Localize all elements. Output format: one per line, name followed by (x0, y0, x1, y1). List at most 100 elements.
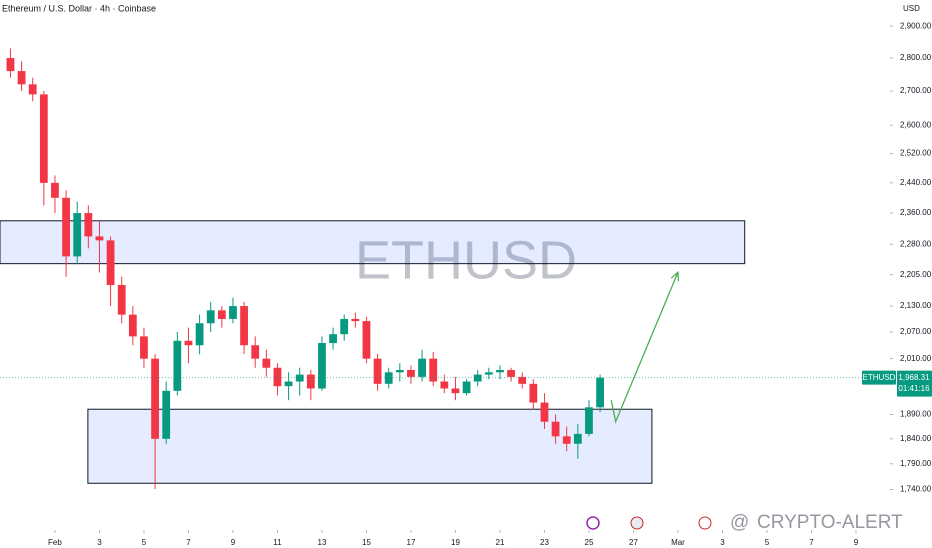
candle-body (529, 383, 538, 403)
x-tick-label: Mar (671, 538, 685, 547)
candle-body (240, 306, 248, 346)
x-tick-label: 25 (585, 538, 594, 547)
symbol-tag (862, 370, 896, 385)
candle-body (140, 336, 148, 359)
candle-body (585, 407, 593, 434)
y-tick-label: 2,280.00 (900, 239, 932, 248)
price-zone (0, 220, 746, 265)
candle-body (206, 310, 215, 324)
candle-body (384, 372, 393, 384)
x-tick-label: 21 (496, 538, 505, 547)
candle-body (251, 345, 260, 359)
y-tick-label: 2,600.00 (900, 120, 932, 129)
candle-body (429, 358, 438, 382)
x-tick-label: 9 (231, 538, 236, 547)
candle-body (451, 388, 460, 394)
candle-body (351, 318, 360, 322)
chart-title: Ethereum / U.S. Dollar · 4h · Coinbase (2, 3, 156, 13)
candle-body (162, 390, 171, 439)
y-tick-label: 2,360.00 (900, 208, 932, 217)
candle-body (95, 236, 104, 241)
candle-body (540, 402, 549, 422)
y-tick-label: 2,010.00 (900, 354, 932, 363)
candle-body (562, 436, 571, 444)
x-tick-label: 23 (540, 538, 549, 547)
y-tick-label: 2,070.00 (900, 327, 932, 336)
x-tick-label: 3 (720, 538, 725, 547)
y-tick-label: 1,740.00 (900, 485, 932, 494)
candle-body (573, 433, 582, 444)
price-tag-label: 1,968.31 (898, 373, 930, 382)
candle-body (229, 306, 237, 319)
currency-label: USD (903, 4, 920, 13)
x-tick-label: 7 (186, 538, 191, 547)
brand-at: @ (730, 512, 749, 533)
candle-body (217, 310, 226, 319)
candle-body (496, 370, 504, 373)
candle-body (28, 84, 37, 95)
candle-body (340, 318, 349, 335)
candle-body (106, 240, 115, 286)
candle-body (462, 381, 471, 394)
x-tick-label: 27 (629, 538, 638, 547)
y-tick-label: 2,130.00 (900, 301, 932, 310)
y-tick-label: 1,890.00 (900, 410, 932, 419)
y-tick-label: 2,700.00 (900, 86, 932, 95)
candle-body (284, 381, 293, 387)
x-tick-label: 5 (142, 538, 147, 547)
candle-body (518, 376, 527, 384)
price-tag (897, 370, 932, 397)
candle-body (395, 370, 404, 373)
candle-body (117, 285, 126, 315)
candle-body (128, 314, 137, 337)
candle-body (273, 367, 282, 387)
x-tick-label: 3 (97, 538, 102, 547)
candle-body (507, 370, 515, 377)
candle-body (39, 94, 48, 183)
event-icons (586, 516, 712, 530)
candle-body (84, 213, 93, 237)
x-tick-label: 9 (854, 538, 859, 547)
candle-body (73, 213, 82, 257)
projection-line (610, 271, 679, 424)
x-tick-label: 5 (765, 538, 770, 547)
x-tick-label: 17 (407, 538, 416, 547)
candle-body (418, 358, 426, 377)
x-tick-label: 19 (451, 538, 460, 547)
x-tick-label: 13 (318, 538, 327, 547)
candle-body (306, 374, 315, 389)
candle-body (596, 377, 604, 408)
x-tick-label: Feb (48, 538, 62, 547)
brand-watermark: CRYPTO-ALERT (757, 512, 903, 533)
y-tick-label: 2,205.00 (900, 270, 932, 279)
candle-body (295, 374, 304, 382)
candle-body (551, 421, 560, 437)
y-tick-label: 1,840.00 (900, 434, 932, 443)
candle-body (440, 381, 449, 389)
watermark: ETHUSD (355, 230, 577, 290)
candle-body (62, 197, 70, 257)
y-tick-label: 2,440.00 (900, 178, 932, 187)
x-tick-label: 7 (809, 538, 814, 547)
y-tick-label: 2,900.00 (900, 21, 932, 30)
y-tick-label: 2,520.00 (900, 149, 932, 158)
candle-body (195, 323, 204, 346)
candle-body (262, 358, 271, 368)
y-tick-label: 1,790.00 (900, 459, 932, 468)
y-tick-label: 2,800.00 (900, 53, 932, 62)
candle-body (329, 334, 337, 344)
candle-body (151, 358, 159, 439)
event-icon (698, 516, 712, 530)
arrow-head (670, 270, 680, 282)
candle-body (362, 321, 371, 359)
price-zone (87, 408, 653, 484)
countdown-label: 01:41:16 (898, 384, 930, 393)
candle-body (373, 358, 382, 384)
event-icon (630, 516, 644, 530)
candle-body (17, 71, 26, 85)
x-tick-label: 15 (362, 538, 371, 547)
candle-body (51, 182, 59, 198)
x-tick-label: 11 (273, 538, 282, 547)
candle-body (173, 340, 182, 391)
